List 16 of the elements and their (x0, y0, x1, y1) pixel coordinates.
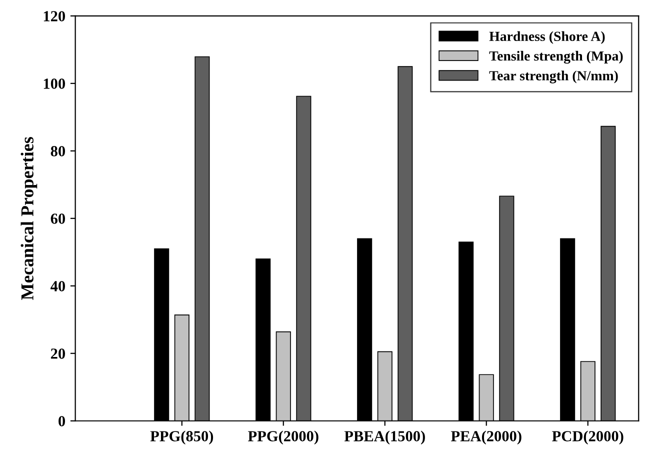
y-tick-label: 60 (50, 214, 66, 224)
x-tick-label: PCD(2000) (552, 430, 624, 444)
y-tick-label: 100 (44, 78, 66, 89)
y-axis-title: Mecanical Properties (20, 137, 38, 300)
y-tick-label: 0 (58, 416, 66, 426)
x-tick-label: PPG(850) (150, 430, 214, 444)
x-tick-label: PPG(2000) (248, 430, 318, 444)
y-tick-label: 40 (50, 281, 66, 292)
y-tick-label: 80 (50, 146, 66, 156)
y-tick-label: 20 (50, 348, 66, 359)
x-tick-label: PEA(2000) (451, 430, 522, 444)
y-tick-label: 120 (44, 11, 66, 22)
legend-label: Hardness (Shore A) (489, 31, 605, 44)
legend-label: Tear strength (N/mm) (489, 70, 618, 84)
x-tick-label: PBEA(1500) (344, 430, 425, 444)
legend-label: Tensile strength (Mpa) (489, 50, 623, 64)
